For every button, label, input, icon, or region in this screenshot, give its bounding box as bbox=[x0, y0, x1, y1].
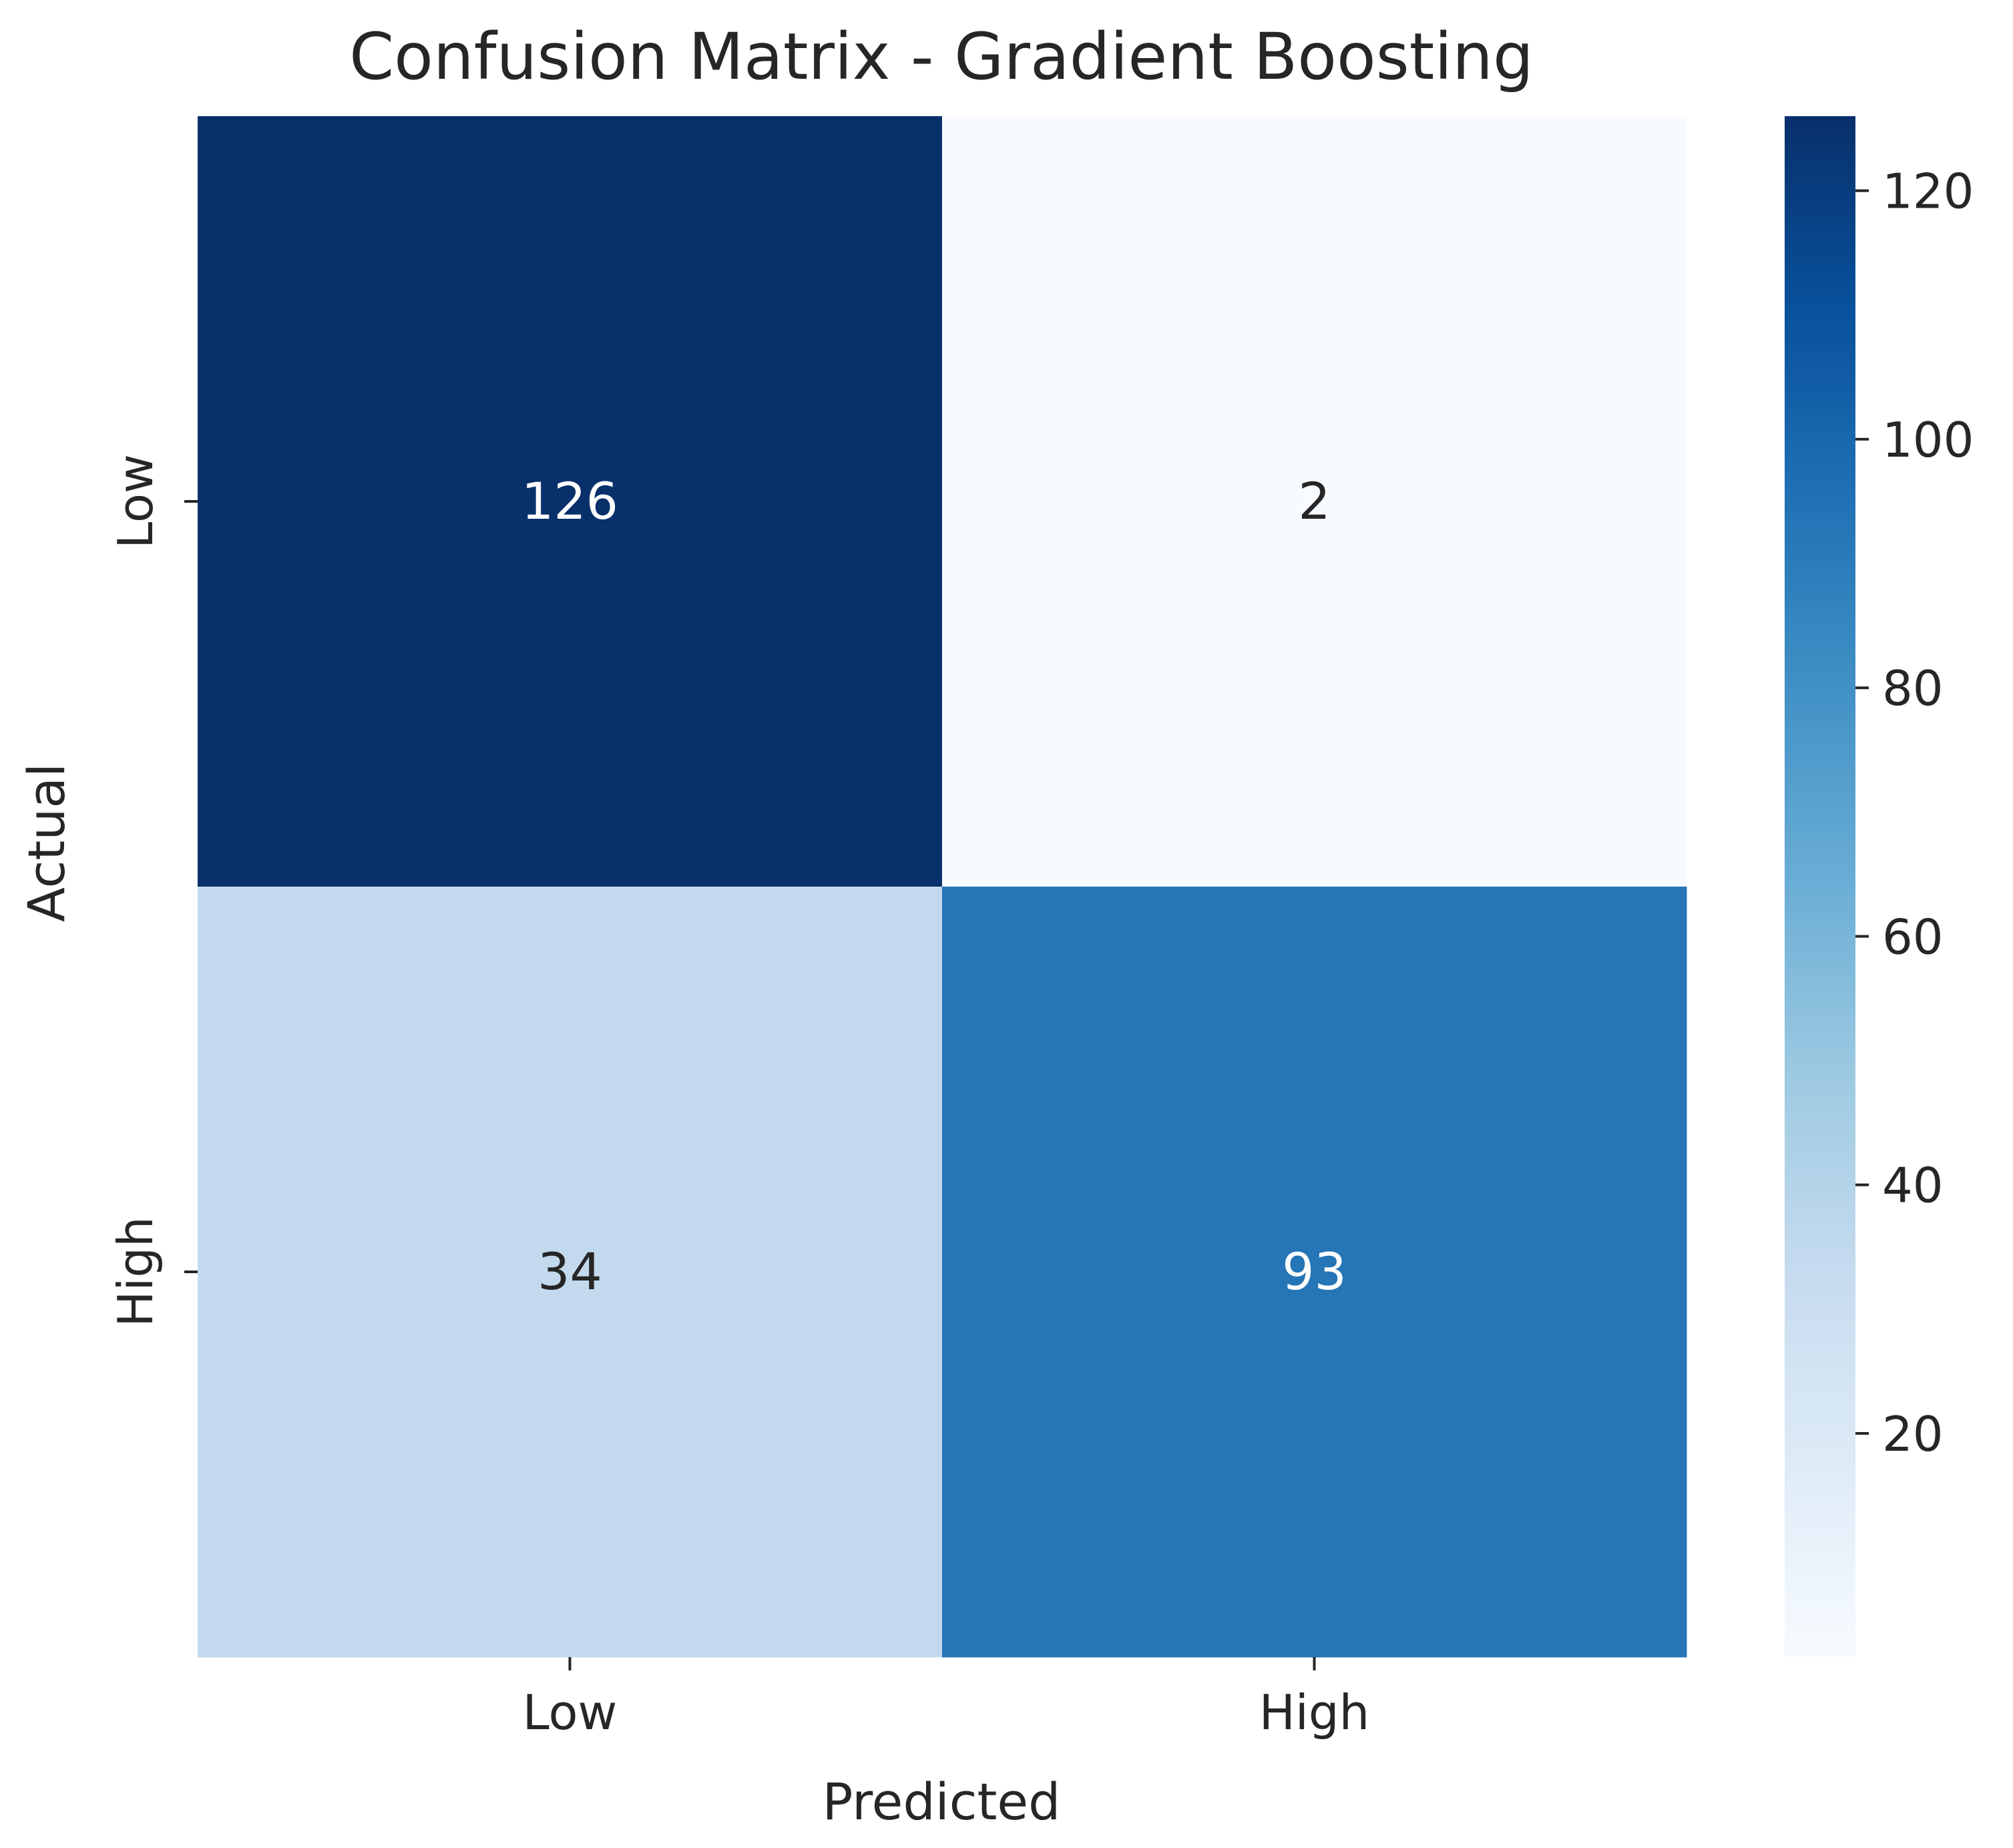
colorbar bbox=[1785, 116, 1855, 1657]
y-tick-label: High bbox=[107, 1216, 164, 1327]
heatmap-cell bbox=[198, 887, 943, 1658]
x-tick-label: Low bbox=[523, 1684, 618, 1741]
heatmap-cell-labels: 126 2 34 93 bbox=[521, 471, 1347, 1301]
x-axis-ticks: Low High bbox=[523, 1657, 1369, 1741]
heatmap-cell bbox=[942, 116, 1687, 887]
heatmap-cell bbox=[198, 116, 943, 887]
x-tick-label: High bbox=[1259, 1684, 1369, 1741]
y-tick-label: Low bbox=[107, 454, 164, 549]
x-axis-label: Predicted bbox=[823, 1772, 1061, 1831]
cell-value-label: 126 bbox=[521, 471, 618, 531]
chart-title: Confusion Matrix - Gradient Boosting bbox=[349, 19, 1534, 94]
heatmap-cell bbox=[942, 887, 1687, 1658]
y-axis-ticks: Low High bbox=[107, 454, 198, 1327]
cell-value-label: 2 bbox=[1298, 471, 1330, 531]
colorbar-tick-label: 20 bbox=[1882, 1406, 1944, 1462]
colorbar-ticks: 20 40 60 80 100 120 bbox=[1855, 164, 1974, 1462]
colorbar-tick-label: 120 bbox=[1882, 164, 1974, 220]
cell-value-label: 93 bbox=[1282, 1242, 1347, 1301]
y-axis-label: Actual bbox=[17, 763, 76, 922]
colorbar-tick-label: 80 bbox=[1882, 660, 1944, 716]
colorbar-tick-label: 60 bbox=[1882, 909, 1944, 965]
colorbar-tick-label: 40 bbox=[1882, 1158, 1944, 1214]
heatmap-cells bbox=[198, 116, 1687, 1658]
cell-value-label: 34 bbox=[537, 1242, 602, 1301]
colorbar-tick-label: 100 bbox=[1882, 412, 1974, 468]
